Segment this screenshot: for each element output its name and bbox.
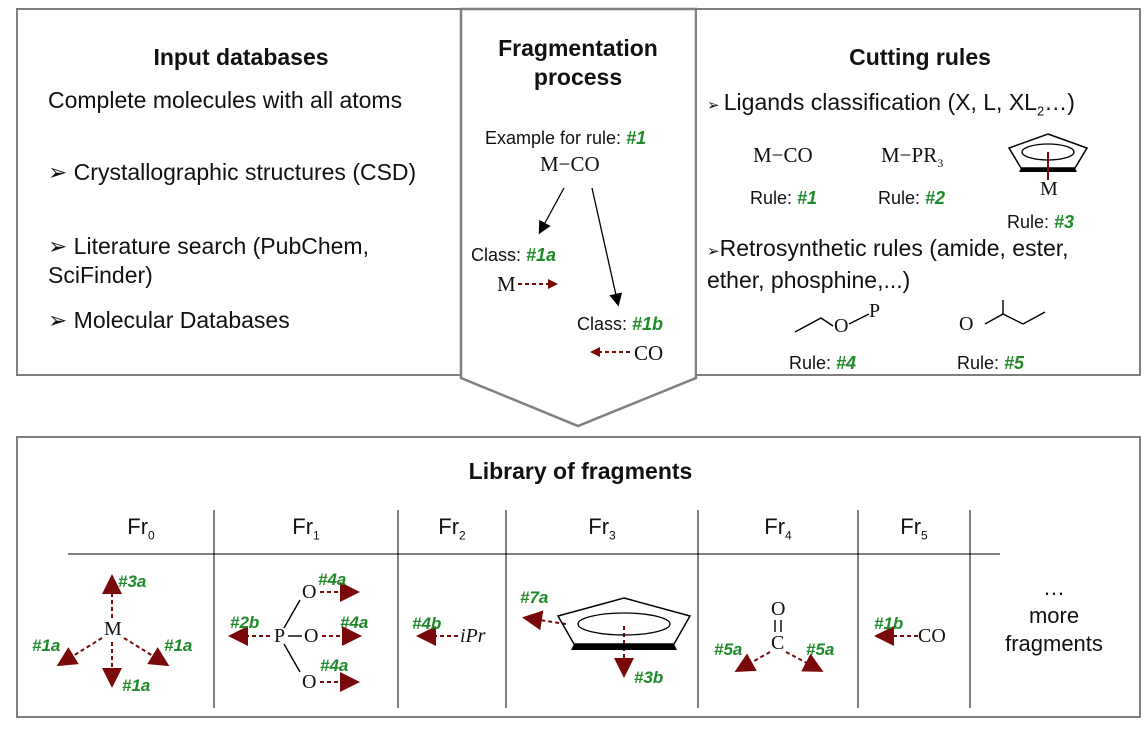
fragment-dashed-arrows bbox=[56, 574, 918, 692]
fr3-header: Fr3 bbox=[588, 514, 616, 543]
fr3-tag-left: #7a bbox=[520, 588, 549, 607]
class-1a-label: Class: #1a bbox=[471, 245, 557, 265]
input-item-literature: ➢ Literature search (PubChem, SciFinder) bbox=[48, 233, 369, 288]
fr1-header: Fr1 bbox=[292, 514, 320, 543]
bullet-arrow-icon: ➢ bbox=[48, 307, 74, 333]
fr1-oxygen-top: O bbox=[302, 581, 317, 603]
input-databases-title: Input databases bbox=[153, 44, 329, 70]
fr0-tag-bottom: #1a bbox=[122, 676, 151, 695]
bullet-arrow-icon: ➢ bbox=[707, 243, 720, 260]
fr0-metal-atom: M bbox=[104, 618, 122, 640]
class-1b-label: Class: #1b bbox=[577, 314, 664, 334]
more-fragments-text: … more fragments bbox=[1005, 575, 1103, 656]
rule5-oxygen: O bbox=[959, 313, 974, 335]
bullet-arrow-icon: ➢ bbox=[48, 159, 74, 185]
fr4-oxygen: O bbox=[771, 598, 786, 620]
rule3-metal: M bbox=[1040, 178, 1058, 200]
fr2-isopropyl: iPr bbox=[460, 625, 486, 647]
carbonyl-structure-icon bbox=[984, 300, 1046, 325]
library-table-grid bbox=[68, 510, 1000, 708]
fragment-co: CO bbox=[634, 341, 664, 365]
dashed-arrow-right-icon bbox=[518, 279, 558, 289]
cyclopentadienyl-ring-icon bbox=[1007, 133, 1089, 180]
fr2-header: Fr2 bbox=[438, 514, 466, 543]
cutting-rules-title: Cutting rules bbox=[849, 44, 991, 70]
rule4-oxygen: O bbox=[834, 315, 849, 337]
rule2-label: Rule: #2 bbox=[878, 188, 946, 208]
fr0-tag-top: #3a bbox=[118, 572, 147, 591]
rule5-label: Rule: #5 bbox=[957, 353, 1025, 373]
fr4-header: Fr4 bbox=[764, 514, 792, 543]
input-item-csd: ➢ Crystallographic structures (CSD) bbox=[48, 159, 417, 185]
fr1-phosphorus: P bbox=[274, 625, 286, 647]
fr4-tag-right: #5a bbox=[806, 640, 835, 659]
cutting-rules-panel: Cutting rules ➢ Ligands classification (… bbox=[695, 8, 1141, 376]
fr4-tag-left: #5a bbox=[714, 640, 743, 659]
fr2-tag: #4b bbox=[412, 614, 442, 633]
library-title: Library of fragments bbox=[468, 458, 693, 484]
input-item-molecular-db: ➢ Molecular Databases bbox=[48, 307, 290, 333]
fr1-tag-bottom: #4a bbox=[320, 656, 349, 675]
bullet-arrow-icon: ➢ bbox=[48, 233, 74, 259]
example-rule-label: Example for rule: #1 bbox=[485, 128, 647, 148]
fr0-header: Fr0 bbox=[127, 514, 155, 543]
library-panel: Library of fragments Fr0 Fr1 Fr2 Fr3 Fr4… bbox=[16, 436, 1141, 718]
fragment-metal: M bbox=[497, 272, 516, 296]
rule4-phosphorus: P bbox=[869, 300, 881, 322]
fr1-tag-left: #2b bbox=[230, 613, 260, 632]
retrosynthetic-rules-text: ➢Retrosynthetic rules (amide, ester, eth… bbox=[707, 235, 1069, 293]
rule2-formula-mpr3: M−PR3 bbox=[881, 143, 944, 171]
input-databases-panel: Input databases Complete molecules with … bbox=[16, 8, 462, 376]
bullet-arrow-icon: ➢ bbox=[707, 97, 724, 114]
fr5-carbonyl: CO bbox=[918, 625, 946, 647]
fragmentation-split-arrows bbox=[538, 187, 623, 307]
fr1-oxygen-bottom: O bbox=[302, 671, 317, 693]
input-intro-text: Complete molecules with all atoms bbox=[48, 87, 403, 113]
example-formula-mco: M−CO bbox=[540, 152, 600, 176]
fragmentation-title: Fragmentation process bbox=[498, 35, 658, 90]
fr0-tag-right: #1a bbox=[164, 636, 193, 655]
fr1-tag-top: #4a bbox=[318, 570, 347, 589]
fr1-oxygen-mid: O bbox=[304, 625, 319, 647]
ether-phosphine-structure-icon bbox=[794, 313, 870, 333]
fr1-tag-mid: #4a bbox=[340, 613, 369, 632]
rule3-label: Rule: #3 bbox=[1007, 212, 1075, 232]
fr5-tag: #1b bbox=[874, 614, 904, 633]
rule4-label: Rule: #4 bbox=[789, 353, 857, 373]
dashed-arrow-left-icon bbox=[590, 347, 632, 357]
fr4-carbon: C bbox=[771, 632, 785, 654]
rule1-label: Rule: #1 bbox=[750, 188, 818, 208]
rule1-formula-mco: M−CO bbox=[753, 143, 813, 167]
fr5-header: Fr5 bbox=[900, 514, 928, 543]
ligands-classification-text: ➢ Ligands classification (X, L, XL2…) bbox=[707, 89, 1075, 119]
fr3-tag-bottom: #3b bbox=[634, 668, 664, 687]
fragmentation-arrow-shape bbox=[459, 7, 698, 428]
fr0-tag-left: #1a bbox=[32, 636, 61, 655]
